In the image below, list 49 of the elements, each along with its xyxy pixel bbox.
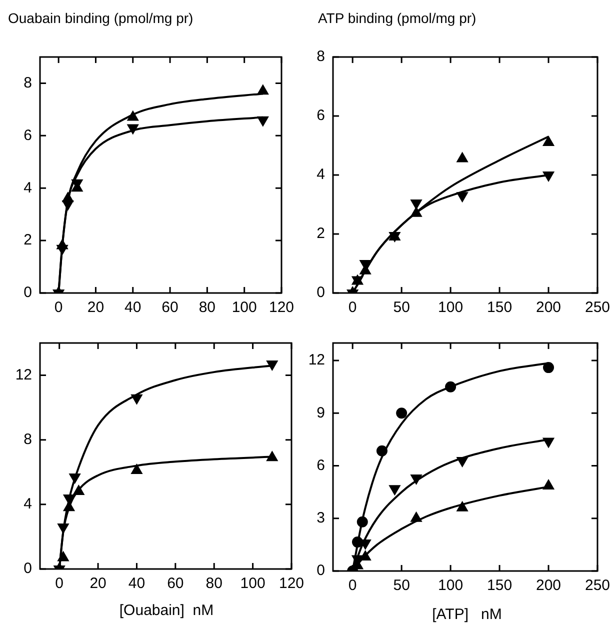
y-tick-label: 12 xyxy=(308,352,325,369)
x-tick-label: 20 xyxy=(87,299,104,316)
y-tick-label: 8 xyxy=(316,48,325,66)
y-tick-label: 4 xyxy=(24,179,32,196)
y-tick-label: 6 xyxy=(316,107,325,124)
y-tick-label: 9 xyxy=(316,404,325,422)
x-tick-label: 20 xyxy=(90,575,106,592)
x-tick-label: 150 xyxy=(487,299,512,316)
x-tick-label: 100 xyxy=(438,299,464,316)
x-tick-label: 200 xyxy=(536,577,562,594)
chart-title: ATP binding (pmol/mg pr) xyxy=(318,10,476,26)
y-tick-label: 12 xyxy=(15,366,32,384)
y-tick-label: 0 xyxy=(24,284,32,302)
x-tick-label: 40 xyxy=(128,575,146,592)
x-tick-label: 0 xyxy=(348,299,357,316)
x-tick-label: 150 xyxy=(487,577,512,594)
x-tick-label: 200 xyxy=(536,299,562,316)
x-tick-label: 0 xyxy=(55,575,64,592)
y-tick-label: 8 xyxy=(24,74,32,92)
x-tick-label: 60 xyxy=(167,575,184,592)
x-tick-label: 120 xyxy=(268,299,294,316)
x-tick-label: 0 xyxy=(348,577,357,594)
x-tick-label: 80 xyxy=(198,299,216,316)
x-tick-label: 40 xyxy=(124,299,142,316)
x-tick-label: 100 xyxy=(438,577,464,594)
y-tick-label: 4 xyxy=(316,166,325,184)
chart-title: Ouabain binding (pmol/mg pr) xyxy=(8,10,194,26)
x-tick-label: 250 xyxy=(584,577,610,594)
x-tick-label: 100 xyxy=(240,575,266,592)
y-tick-label: 0 xyxy=(316,284,325,302)
x-tick-label: 50 xyxy=(393,299,410,316)
x-tick-label: 60 xyxy=(162,299,178,316)
y-tick-label: 6 xyxy=(316,456,325,474)
x-tick-label: 100 xyxy=(232,299,257,316)
y-tick-label: 2 xyxy=(316,225,325,242)
y-tick-label: 8 xyxy=(24,431,32,448)
x-tick-label: 50 xyxy=(393,577,410,594)
x-axis-title: [Ouabain] nM xyxy=(118,602,215,619)
y-tick-label: 2 xyxy=(24,232,32,249)
x-tick-label: 250 xyxy=(584,299,610,316)
y-tick-label: 0 xyxy=(24,560,32,578)
x-tick-label: 120 xyxy=(278,575,304,592)
x-tick-label: 0 xyxy=(54,299,63,316)
y-tick-label: 3 xyxy=(316,510,325,527)
x-tick-label: 80 xyxy=(206,575,222,592)
y-tick-label: 6 xyxy=(24,126,32,144)
y-tick-label: 4 xyxy=(24,496,32,513)
x-axis-title: [ATP] nM xyxy=(431,606,503,623)
y-tick-label: 0 xyxy=(316,562,325,580)
